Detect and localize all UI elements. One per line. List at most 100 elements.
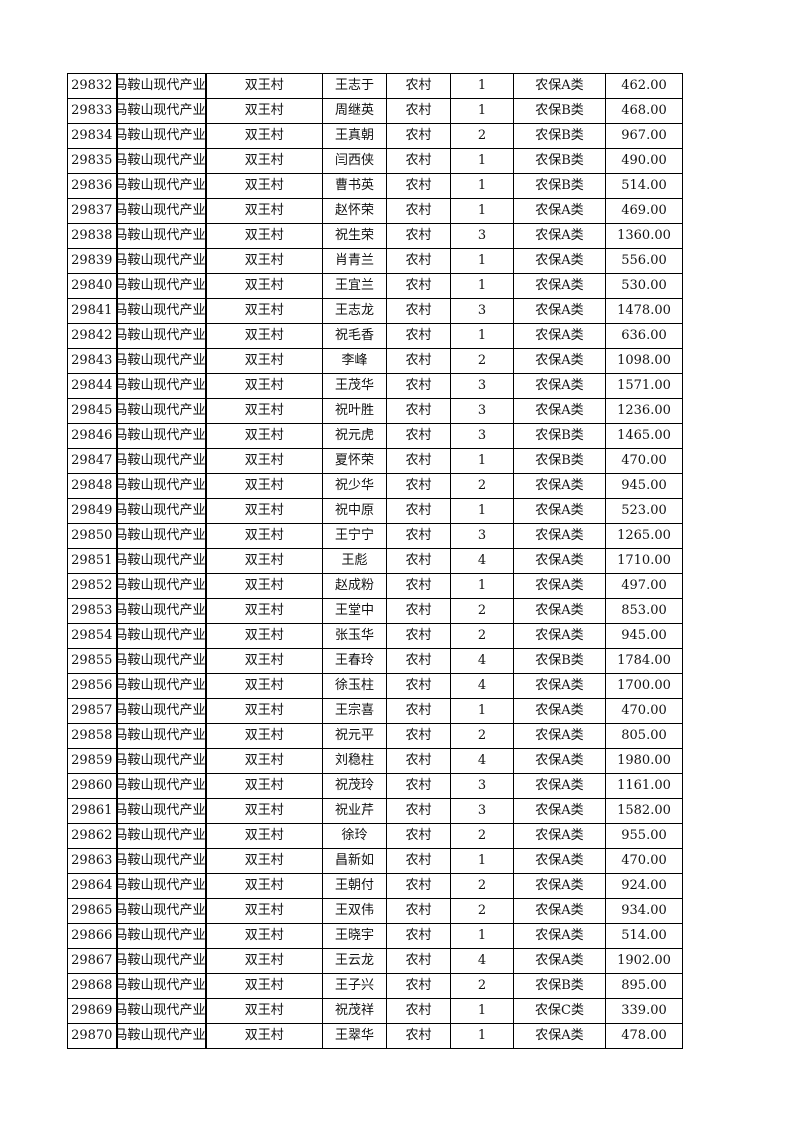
organization-cell: 马鞍山现代产业 — [115, 98, 207, 124]
insurance-category-cell: 农保B类 — [513, 173, 606, 199]
member-count-cell: 1 — [450, 73, 514, 99]
household-type-cell: 农村 — [386, 523, 451, 549]
person-name-cell: 王双伟 — [322, 898, 387, 924]
person-name-cell: 王彪 — [322, 548, 387, 574]
table-row: 29867 马鞍山现代产业 双王村 王云龙 农村 4 农保A类 1902.00 — [67, 948, 683, 974]
record-id-cell: 29837 — [67, 198, 117, 224]
member-count-cell: 1 — [450, 148, 514, 174]
insurance-category-cell: 农保A类 — [513, 773, 606, 799]
village-cell: 双王村 — [205, 223, 323, 249]
organization-cell: 马鞍山现代产业 — [115, 748, 207, 774]
amount-cell: 1710.00 — [605, 548, 683, 574]
village-cell: 双王村 — [205, 623, 323, 649]
member-count-cell: 1 — [450, 323, 514, 349]
person-name-cell: 李峰 — [322, 348, 387, 374]
record-id-cell: 29841 — [67, 298, 117, 324]
village-cell: 双王村 — [205, 498, 323, 524]
organization-cell: 马鞍山现代产业 — [115, 498, 207, 524]
record-id-cell: 29866 — [67, 923, 117, 949]
organization-cell: 马鞍山现代产业 — [115, 973, 207, 999]
member-count-cell: 1 — [450, 448, 514, 474]
insurance-category-cell: 农保A类 — [513, 223, 606, 249]
insurance-category-cell: 农保A类 — [513, 598, 606, 624]
table-row: 29859 马鞍山现代产业 双王村 刘稳柱 农村 4 农保A类 1980.00 — [67, 748, 683, 774]
person-name-cell: 王朝付 — [322, 873, 387, 899]
member-count-cell: 2 — [450, 723, 514, 749]
record-id-cell: 29850 — [67, 523, 117, 549]
amount-cell: 1478.00 — [605, 298, 683, 324]
person-name-cell: 祝叶胜 — [322, 398, 387, 424]
household-type-cell: 农村 — [386, 198, 451, 224]
household-type-cell: 农村 — [386, 123, 451, 149]
record-id-cell: 29862 — [67, 823, 117, 849]
person-name-cell: 王子兴 — [322, 973, 387, 999]
member-count-cell: 1 — [450, 498, 514, 524]
table-row: 29846 马鞍山现代产业 双王村 祝元虎 农村 3 农保B类 1465.00 — [67, 423, 683, 449]
organization-cell: 马鞍山现代产业 — [115, 73, 207, 99]
member-count-cell: 4 — [450, 673, 514, 699]
insurance-category-cell: 农保B类 — [513, 98, 606, 124]
household-type-cell: 农村 — [386, 648, 451, 674]
insurance-category-cell: 农保A类 — [513, 698, 606, 724]
insurance-category-cell: 农保A类 — [513, 73, 606, 99]
village-cell: 双王村 — [205, 248, 323, 274]
village-cell: 双王村 — [205, 598, 323, 624]
amount-cell: 1700.00 — [605, 673, 683, 699]
record-id-cell: 29843 — [67, 348, 117, 374]
organization-cell: 马鞍山现代产业 — [115, 573, 207, 599]
table-row: 29844 马鞍山现代产业 双王村 王茂华 农村 3 农保A类 1571.00 — [67, 373, 683, 399]
insurance-category-cell: 农保A类 — [513, 923, 606, 949]
household-type-cell: 农村 — [386, 448, 451, 474]
record-id-cell: 29833 — [67, 98, 117, 124]
organization-cell: 马鞍山现代产业 — [115, 873, 207, 899]
amount-cell: 478.00 — [605, 1023, 683, 1049]
person-name-cell: 王志龙 — [322, 298, 387, 324]
table-row: 29865 马鞍山现代产业 双王村 王双伟 农村 2 农保A类 934.00 — [67, 898, 683, 924]
member-count-cell: 1 — [450, 848, 514, 874]
amount-cell: 853.00 — [605, 598, 683, 624]
table-row: 29848 马鞍山现代产业 双王村 祝少华 农村 2 农保A类 945.00 — [67, 473, 683, 499]
organization-cell: 马鞍山现代产业 — [115, 373, 207, 399]
person-name-cell: 肖青兰 — [322, 248, 387, 274]
household-type-cell: 农村 — [386, 798, 451, 824]
organization-cell: 马鞍山现代产业 — [115, 848, 207, 874]
village-cell: 双王村 — [205, 973, 323, 999]
table-row: 29870 马鞍山现代产业 双王村 王翠华 农村 1 农保A类 478.00 — [67, 1023, 683, 1049]
amount-cell: 1161.00 — [605, 773, 683, 799]
organization-cell: 马鞍山现代产业 — [115, 423, 207, 449]
record-id-cell: 29849 — [67, 498, 117, 524]
insurance-category-cell: 农保B类 — [513, 423, 606, 449]
household-type-cell: 农村 — [386, 323, 451, 349]
village-cell: 双王村 — [205, 198, 323, 224]
amount-cell: 895.00 — [605, 973, 683, 999]
village-cell: 双王村 — [205, 123, 323, 149]
member-count-cell: 1 — [450, 698, 514, 724]
table-row: 29849 马鞍山现代产业 双王村 祝中原 农村 1 农保A类 523.00 — [67, 498, 683, 524]
amount-cell: 1784.00 — [605, 648, 683, 674]
village-cell: 双王村 — [205, 698, 323, 724]
member-count-cell: 3 — [450, 398, 514, 424]
member-count-cell: 3 — [450, 523, 514, 549]
insurance-category-cell: 农保A类 — [513, 373, 606, 399]
organization-cell: 马鞍山现代产业 — [115, 823, 207, 849]
amount-cell: 1902.00 — [605, 948, 683, 974]
household-type-cell: 农村 — [386, 598, 451, 624]
household-type-cell: 农村 — [386, 348, 451, 374]
organization-cell: 马鞍山现代产业 — [115, 698, 207, 724]
organization-cell: 马鞍山现代产业 — [115, 548, 207, 574]
table-row: 29832 马鞍山现代产业 双王村 王志于 农村 1 农保A类 462.00 — [67, 73, 683, 99]
record-id-cell: 29851 — [67, 548, 117, 574]
record-id-cell: 29832 — [67, 73, 117, 99]
household-type-cell: 农村 — [386, 773, 451, 799]
amount-cell: 1465.00 — [605, 423, 683, 449]
record-id-cell: 29869 — [67, 998, 117, 1024]
organization-cell: 马鞍山现代产业 — [115, 648, 207, 674]
organization-cell: 马鞍山现代产业 — [115, 173, 207, 199]
member-count-cell: 4 — [450, 948, 514, 974]
insurance-category-cell: 农保A类 — [513, 348, 606, 374]
insurance-category-cell: 农保A类 — [513, 848, 606, 874]
record-id-cell: 29857 — [67, 698, 117, 724]
member-count-cell: 1 — [450, 273, 514, 299]
amount-cell: 955.00 — [605, 823, 683, 849]
member-count-cell: 3 — [450, 423, 514, 449]
